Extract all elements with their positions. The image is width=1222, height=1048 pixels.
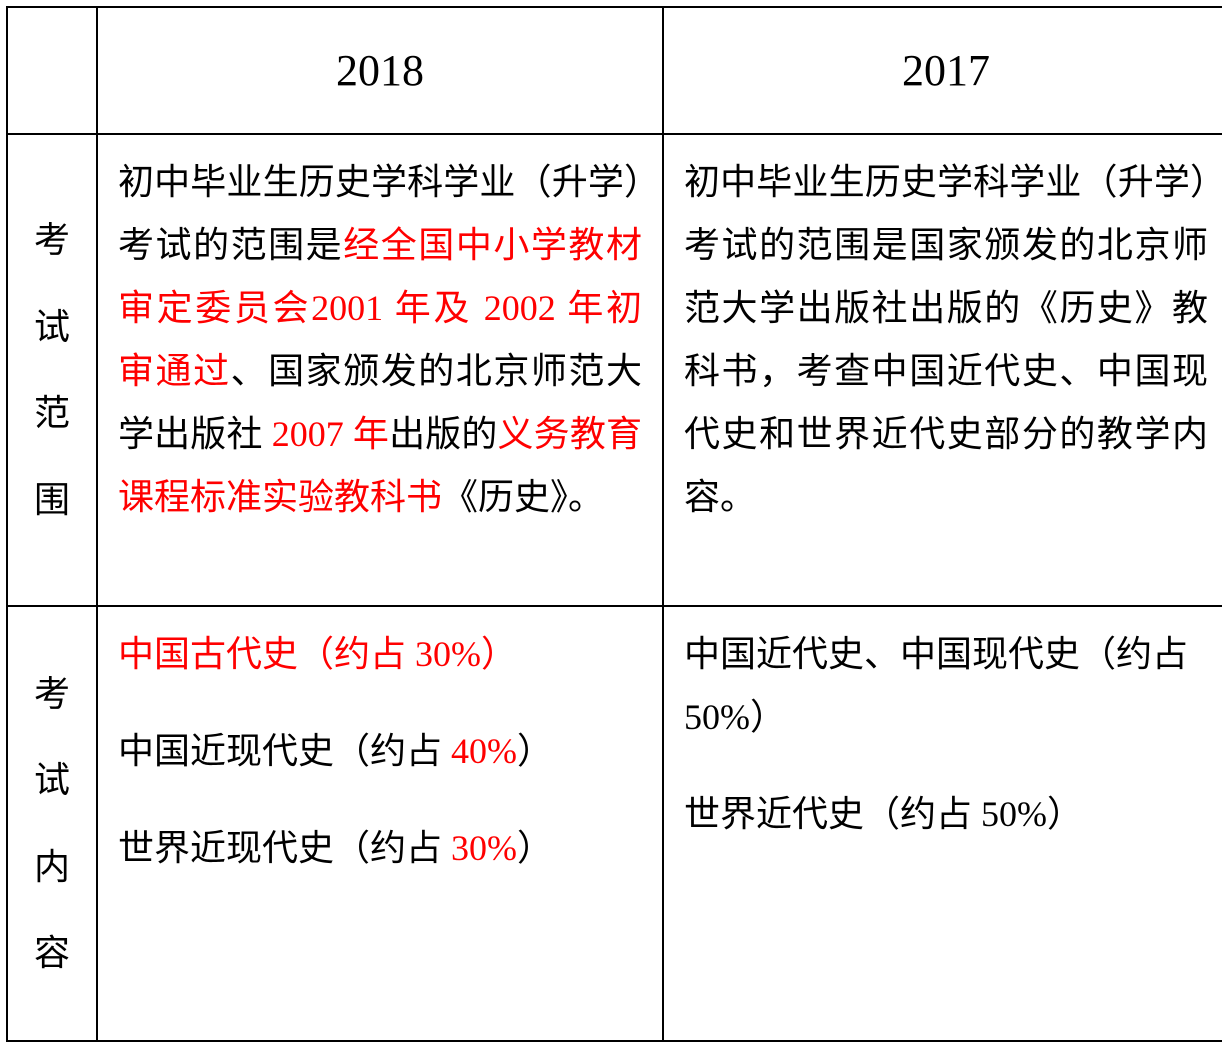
row-label-char: 考 bbox=[16, 651, 88, 737]
content-2017-line: 中国近代史、中国现代史（约占 50%） bbox=[684, 623, 1208, 749]
content-2017-cell: 中国近代史、中国现代史（约占 50%） 世界近代史（约占 50%） bbox=[663, 606, 1222, 1041]
row-label-char: 内 bbox=[16, 824, 88, 910]
scope-2018-text: 出版的 bbox=[389, 414, 497, 454]
content-2018-highlight: 中国古代史（约占 30%） bbox=[118, 634, 517, 674]
header-blank bbox=[7, 7, 97, 134]
header-2018: 2018 bbox=[97, 7, 663, 134]
content-2018-line: 世界近现代史（约占 30%） bbox=[118, 817, 642, 880]
content-2018-text: ） bbox=[517, 731, 553, 771]
row-label-char: 范 bbox=[16, 370, 88, 456]
exam-comparison-table: 2018 2017 考 试 范 围 初中毕业生历史学科学业（升学）考试的范围是经… bbox=[6, 6, 1222, 1042]
row-label-scope: 考 试 范 围 bbox=[7, 134, 97, 606]
scope-2018-cell: 初中毕业生历史学科学业（升学）考试的范围是经全国中小学教材审定委员会2001 年… bbox=[97, 134, 663, 606]
row-label-char: 考 bbox=[16, 197, 88, 283]
scope-2018-text: 《历史》。 bbox=[442, 477, 604, 517]
row-content: 考 试 内 容 中国古代史（约占 30%） 中国近现代史（约占 40%） 世界近… bbox=[7, 606, 1222, 1041]
content-2018-highlight: 30% bbox=[451, 828, 517, 868]
content-2018-cell: 中国古代史（约占 30%） 中国近现代史（约占 40%） 世界近现代史（约占 3… bbox=[97, 606, 663, 1041]
content-2017-line: 世界近代史（约占 50%） bbox=[684, 783, 1208, 846]
content-2018-text: 中国近现代史（约占 bbox=[118, 731, 451, 771]
header-2017: 2017 bbox=[663, 7, 1222, 134]
scope-2018-highlight: 2007 年 bbox=[272, 414, 389, 454]
row-label-char: 容 bbox=[16, 910, 88, 996]
row-label-char: 试 bbox=[16, 737, 88, 823]
content-2018-highlight: 40% bbox=[451, 731, 517, 771]
row-label-content: 考 试 内 容 bbox=[7, 606, 97, 1041]
row-scope: 考 试 范 围 初中毕业生历史学科学业（升学）考试的范围是经全国中小学教材审定委… bbox=[7, 134, 1222, 606]
content-2018-line: 中国古代史（约占 30%） bbox=[118, 623, 642, 686]
content-2018-line: 中国近现代史（约占 40%） bbox=[118, 720, 642, 783]
row-label-char: 围 bbox=[16, 457, 88, 543]
row-label-char: 试 bbox=[16, 284, 88, 370]
content-2018-text: ） bbox=[517, 828, 553, 868]
scope-2017-cell: 初中毕业生历史学科学业（升学）考试的范围是国家颁发的北京师范大学出版社出版的《历… bbox=[663, 134, 1222, 606]
scope-2017-text: 初中毕业生历史学科学业（升学）考试的范围是国家颁发的北京师范大学出版社出版的《历… bbox=[684, 162, 1208, 517]
header-row: 2018 2017 bbox=[7, 7, 1222, 134]
content-2018-text: 世界近现代史（约占 bbox=[118, 828, 451, 868]
